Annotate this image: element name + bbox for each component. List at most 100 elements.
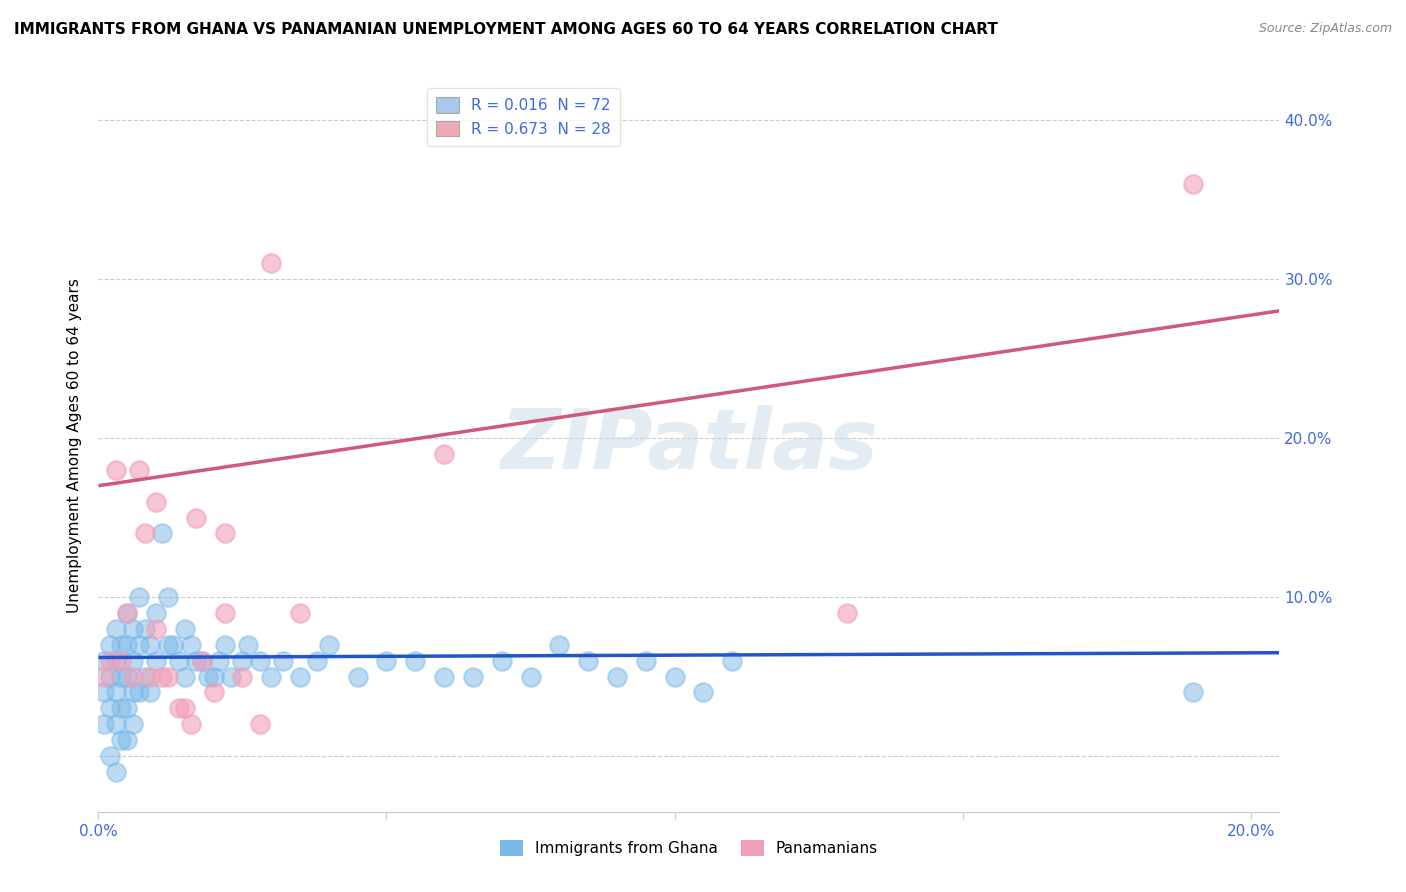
Point (519, 669, 541, 683)
Point (139, 685, 162, 699)
Point (404, 654, 426, 668)
Point (150, 669, 173, 683)
Point (134, 526, 156, 541)
Point (375, 654, 398, 668)
Point (202, 685, 225, 699)
Point (231, 654, 253, 668)
Point (122, 717, 145, 731)
Point (104, 622, 127, 636)
Point (122, 669, 145, 683)
Point (433, 669, 456, 683)
Point (115, 669, 138, 683)
Point (98, 701, 121, 715)
Point (197, 669, 219, 683)
Point (231, 669, 253, 683)
Text: ZIPatlas: ZIPatlas (501, 406, 877, 486)
Point (180, 717, 202, 731)
Point (664, 669, 686, 683)
Point (139, 669, 162, 683)
Point (115, 701, 138, 715)
Point (1182, 685, 1205, 699)
Point (191, 654, 214, 668)
Point (173, 701, 195, 715)
Point (461, 669, 484, 683)
Point (548, 638, 571, 652)
Point (576, 654, 599, 668)
Point (93, 669, 115, 683)
Point (134, 669, 156, 683)
Point (110, 733, 132, 747)
Point (634, 654, 657, 668)
Point (104, 654, 127, 668)
Point (167, 654, 190, 668)
Point (110, 638, 132, 652)
Point (214, 638, 236, 652)
Point (346, 669, 368, 683)
Point (156, 669, 179, 683)
Point (260, 669, 283, 683)
Point (307, 654, 329, 668)
Point (128, 638, 150, 652)
Point (104, 685, 127, 699)
Y-axis label: Unemployment Among Ages 60 to 64 years: Unemployment Among Ages 60 to 64 years (67, 278, 83, 614)
Point (110, 669, 132, 683)
Point (721, 654, 744, 668)
Point (271, 654, 294, 668)
Point (214, 526, 236, 541)
Point (128, 463, 150, 477)
Point (202, 669, 225, 683)
Point (115, 638, 138, 652)
Point (128, 685, 150, 699)
Point (104, 764, 127, 779)
Point (167, 701, 190, 715)
Point (173, 622, 195, 636)
Point (208, 654, 231, 668)
Point (837, 606, 859, 620)
Legend: Immigrants from Ghana, Panamanians: Immigrants from Ghana, Panamanians (494, 834, 884, 863)
Point (93, 717, 115, 731)
Text: IMMIGRANTS FROM GHANA VS PANAMANIAN UNEMPLOYMENT AMONG AGES 60 TO 64 YEARS CORRE: IMMIGRANTS FROM GHANA VS PANAMANIAN UNEM… (14, 22, 998, 37)
Point (145, 622, 167, 636)
Point (139, 638, 162, 652)
Point (128, 590, 150, 604)
Point (219, 669, 242, 683)
Point (186, 510, 208, 524)
Point (180, 638, 202, 652)
Point (318, 638, 340, 652)
Point (249, 654, 271, 668)
Point (145, 654, 167, 668)
Point (104, 463, 127, 477)
Point (173, 669, 195, 683)
Point (93, 685, 115, 699)
Point (288, 606, 311, 620)
Point (110, 654, 132, 668)
Point (186, 654, 208, 668)
Point (115, 606, 138, 620)
Point (156, 638, 179, 652)
Point (162, 638, 184, 652)
Point (98, 749, 121, 764)
Text: Source: ZipAtlas.com: Source: ZipAtlas.com (1258, 22, 1392, 36)
Point (249, 717, 271, 731)
Point (692, 685, 714, 699)
Point (145, 494, 167, 508)
Point (122, 654, 145, 668)
Point (433, 447, 456, 461)
Point (115, 733, 138, 747)
Point (145, 606, 167, 620)
Point (110, 701, 132, 715)
Point (98, 654, 121, 668)
Point (150, 526, 173, 541)
Point (115, 606, 138, 620)
Point (606, 669, 628, 683)
Point (1182, 177, 1205, 191)
Point (260, 256, 283, 270)
Point (214, 606, 236, 620)
Point (491, 654, 513, 668)
Point (238, 638, 260, 652)
Point (98, 669, 121, 683)
Point (191, 654, 214, 668)
Point (156, 590, 179, 604)
Point (288, 669, 311, 683)
Point (122, 685, 145, 699)
